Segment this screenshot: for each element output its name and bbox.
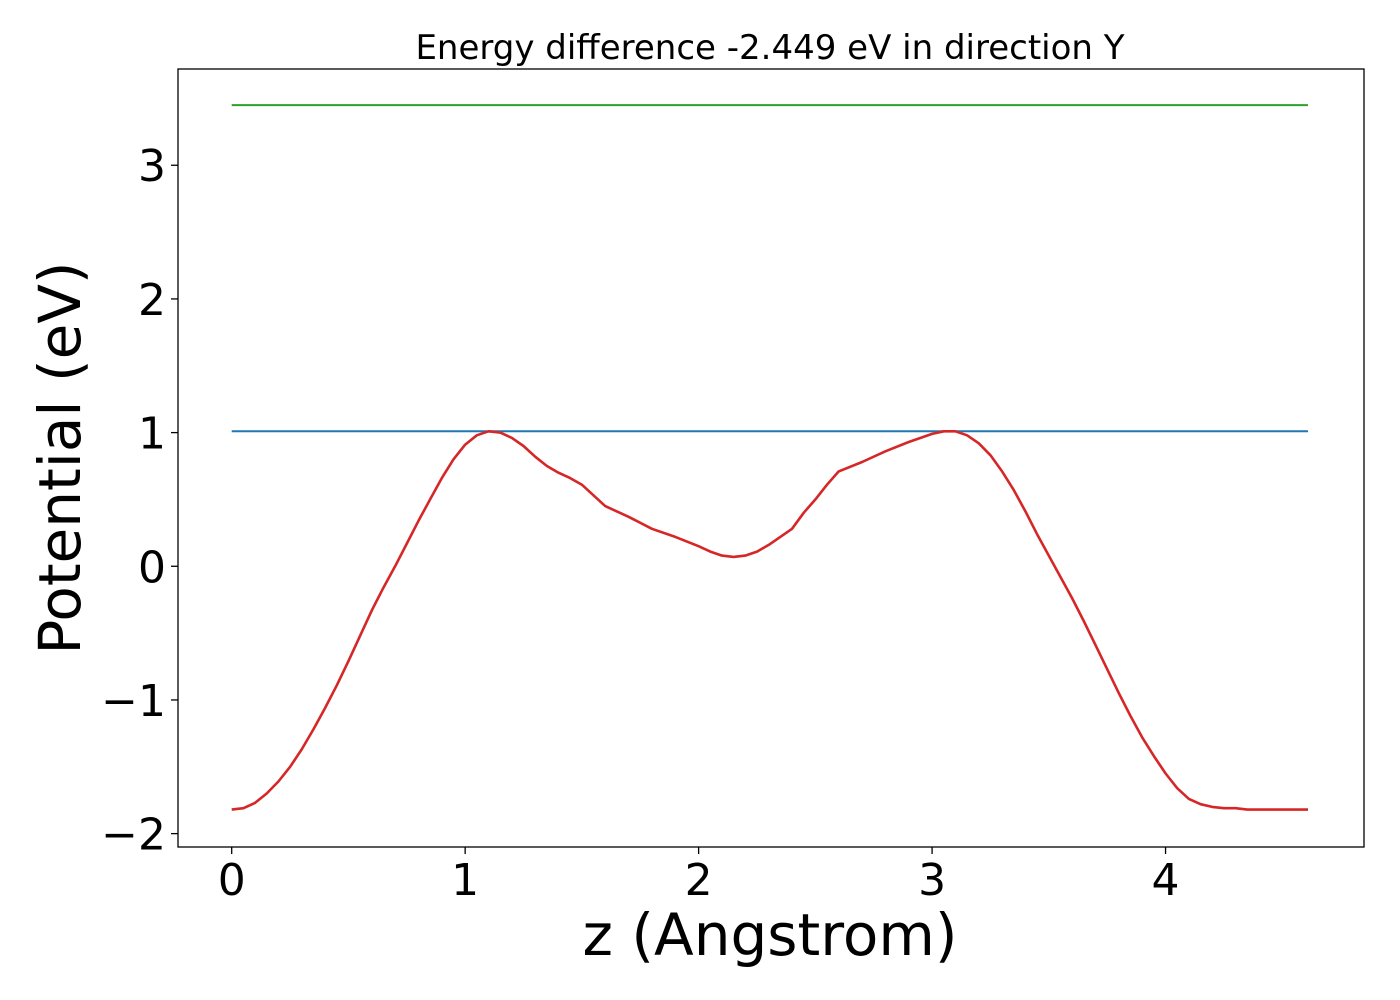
x-axis-label: z (Angstrom)	[583, 901, 958, 969]
y-tick-label: −1	[101, 676, 166, 727]
x-tick-label: 4	[1152, 855, 1180, 906]
plot-area	[231, 104, 1308, 811]
chart-title: Energy difference -2.449 eV in direction…	[415, 28, 1124, 68]
y-axis-ticks: −2 −1 0 1 2 3	[101, 141, 178, 861]
x-tick-label: 0	[218, 855, 246, 906]
y-tick-label: 1	[138, 409, 166, 460]
y-tick-label: 2	[138, 275, 166, 326]
series-line-2	[231, 429, 1308, 811]
y-tick-label: −2	[101, 810, 166, 861]
plot-frame	[177, 68, 1365, 848]
x-tick-label: 1	[451, 855, 479, 906]
y-tick-label: 0	[138, 542, 166, 593]
x-axis-ticks: 0 1 2 3 4	[218, 847, 1180, 906]
x-tick-label: 3	[918, 855, 946, 906]
x-tick-label: 2	[685, 855, 713, 906]
y-tick-label: 3	[138, 141, 166, 192]
y-axis-label: Potential (eV)	[26, 261, 94, 654]
